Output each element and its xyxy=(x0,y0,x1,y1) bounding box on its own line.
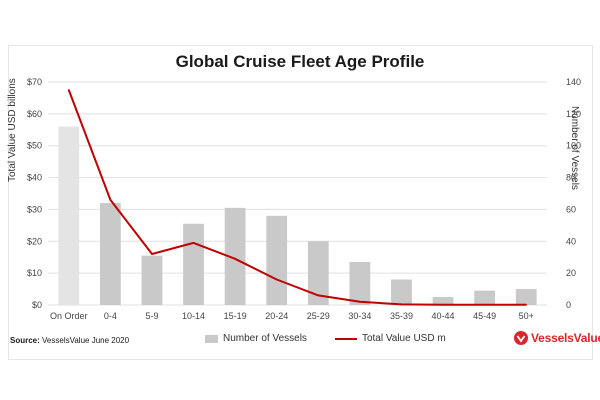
x-tick-label: On Order xyxy=(50,311,88,321)
x-tick-label: 5-9 xyxy=(145,311,158,321)
bar-20-24 xyxy=(266,215,288,305)
source-label: Source: xyxy=(10,336,40,345)
value-point xyxy=(234,258,236,260)
value-line xyxy=(67,89,527,306)
vesselsvalue-logo: VesselsValue xyxy=(514,331,600,345)
x-tick-label: 10-14 xyxy=(182,311,205,321)
bar-45-49 xyxy=(474,290,496,305)
bar-10-14 xyxy=(183,223,204,305)
legend-label-value: Total Value USD m xyxy=(361,333,446,344)
bar-40-44 xyxy=(432,297,454,305)
x-tick-label: 15-19 xyxy=(224,311,247,321)
x-tick-label: 20-24 xyxy=(265,311,288,321)
bar-30-34 xyxy=(349,261,371,305)
x-tick-label: 30-34 xyxy=(348,311,371,321)
bar-0-4 xyxy=(99,203,121,305)
logo-text: VesselsValue xyxy=(531,331,600,345)
y-left-tick-label: $10 xyxy=(27,268,42,278)
legend-label-vessels: Number of Vessels xyxy=(223,333,307,344)
value-point xyxy=(275,278,278,281)
value-point xyxy=(400,303,403,306)
y-left-tick-label: $20 xyxy=(27,236,42,246)
value-point xyxy=(151,253,153,255)
bar-25-29 xyxy=(307,241,329,305)
x-tick-label: 0-4 xyxy=(104,311,117,321)
x-tick-label: 25-29 xyxy=(307,311,330,321)
y-right-tick-label: 100 xyxy=(566,141,581,151)
y-left-tick-label: $70 xyxy=(27,77,42,87)
chart-legend: Number of Vessels Total Value USD m xyxy=(205,333,446,344)
bar-15-19 xyxy=(224,207,246,305)
legend-line-swatch xyxy=(334,337,357,340)
chart-title: Global Cruise Fleet Age Profile xyxy=(175,52,425,71)
bar-on-order xyxy=(58,126,80,305)
y-right-tick-label: 20 xyxy=(566,268,576,278)
y-right-tick-label: 120 xyxy=(566,109,581,119)
x-tick-label: 35-39 xyxy=(390,311,413,321)
value-point xyxy=(109,199,112,201)
value-point xyxy=(442,303,444,306)
x-tick-label: 40-44 xyxy=(432,311,455,321)
legend-bar-swatch xyxy=(205,334,218,343)
y-left-tick-label: $40 xyxy=(27,173,42,183)
y-right-tick-label: 80 xyxy=(566,173,576,183)
source-note: Source: VesselsValue June 2020 xyxy=(10,336,129,345)
x-tick-label: 50+ xyxy=(519,311,534,321)
y-right-tick-label: 60 xyxy=(566,204,576,214)
source-text: VesselsValue June 2020 xyxy=(42,336,130,345)
y-right-tick-label: 140 xyxy=(566,77,581,87)
value-point xyxy=(67,89,70,91)
value-point xyxy=(192,242,195,244)
value-point xyxy=(483,303,486,306)
y-right-tick-label: 40 xyxy=(566,236,576,246)
logo-mark-icon xyxy=(514,331,528,345)
chart-frame xyxy=(8,45,593,360)
value-point xyxy=(317,294,320,297)
y-left-tick-label: $60 xyxy=(27,109,42,119)
value-point xyxy=(525,303,528,306)
y-left-tick-label: $50 xyxy=(27,141,42,151)
y-right-tick-label: 0 xyxy=(566,300,571,310)
bar-35-39 xyxy=(391,279,412,305)
y-left-tick-label: $0 xyxy=(32,300,42,310)
y-left-tick-label: $30 xyxy=(27,204,42,214)
bar-50- xyxy=(515,289,537,305)
x-tick-label: 45-49 xyxy=(473,311,496,321)
bar-5-9 xyxy=(141,255,163,305)
value-point xyxy=(359,301,361,303)
